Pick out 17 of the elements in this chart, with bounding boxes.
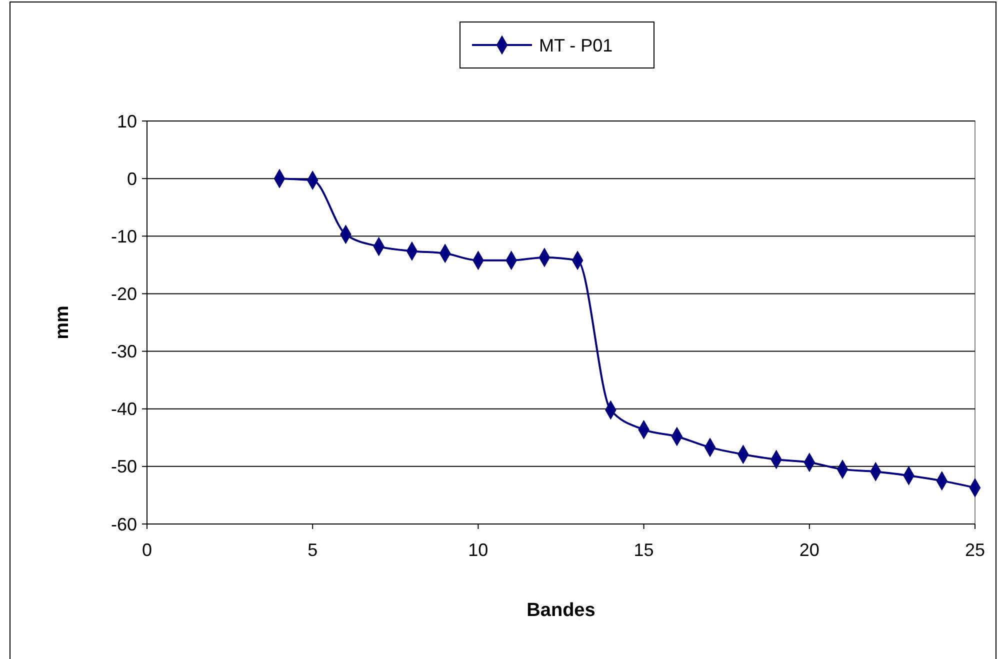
x-tick-label: 10 <box>468 540 488 560</box>
x-tick-label: 25 <box>964 540 986 560</box>
y-tick-label: -60 <box>110 514 137 534</box>
y-tick-label: 10 <box>116 111 137 132</box>
y-tick-label: -40 <box>110 399 137 420</box>
x-axis-title: Bandes <box>526 600 596 621</box>
y-tick-label: 0 <box>126 168 137 189</box>
y-tick-label: -50 <box>110 456 137 477</box>
y-tick-label: -10 <box>110 226 137 246</box>
x-tick-label: 5 <box>308 540 318 560</box>
y-tick-label: -30 <box>110 342 137 362</box>
x-tick-label: 15 <box>634 540 654 560</box>
x-tick-label: 20 <box>799 540 820 560</box>
y-axis-title: mm <box>52 306 73 340</box>
x-tick-label: 0 <box>142 540 152 560</box>
y-tick-label: -20 <box>110 284 137 304</box>
legend-label: MT - P01 <box>539 35 613 56</box>
